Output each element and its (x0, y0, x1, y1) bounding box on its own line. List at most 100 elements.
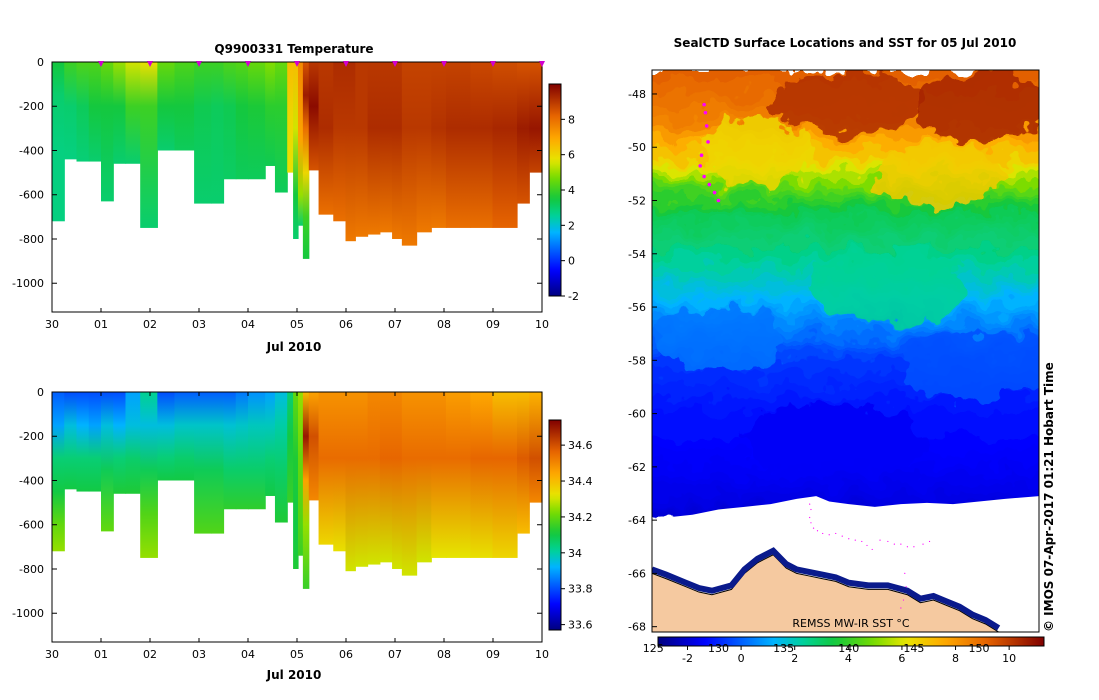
sst-band (652, 225, 1039, 236)
sst-band (652, 325, 1039, 336)
sst-source-annotation: REMSS MW-IR SST °C (792, 617, 910, 630)
salt-profile-column (318, 392, 334, 545)
sst-band (652, 171, 1039, 183)
seal-location-point (906, 546, 908, 548)
seal-location-point (703, 110, 708, 115)
salt-x-tick-label: 03 (192, 648, 206, 661)
temp-profile-column (333, 62, 347, 222)
temp-profile-column (445, 62, 472, 228)
map-lon-tick-label: 150 (969, 642, 990, 655)
salt-profile-column (367, 392, 381, 565)
map-lat-tick-label: -58 (628, 354, 646, 367)
salinity-colorbar-ticks: 33.6 33.8 34 34.2 34.4 34.6 (561, 439, 593, 632)
seal-location-point (854, 539, 856, 541)
seal-location-point (810, 508, 812, 511)
temp-y-tick-label: -800 (19, 233, 44, 246)
coastal-sst-fringe (652, 547, 1001, 631)
salt-profile-column (293, 392, 299, 569)
temp-y-tick-label: -600 (19, 189, 44, 202)
seal-location-point (810, 522, 812, 524)
temperature-xlabel: Jul 2010 (266, 340, 322, 354)
temp-y-tick-label: -400 (19, 144, 44, 157)
salt-x-tick-label: 06 (339, 648, 353, 661)
sst-band (652, 165, 1039, 176)
seal-location-point (893, 543, 895, 545)
sst-colorbar-tick-label: 10 (1002, 652, 1016, 665)
seal-location-point (879, 539, 881, 541)
seal-location-point (698, 164, 703, 168)
profile-marker (294, 61, 300, 67)
temp-profile-column (392, 62, 403, 239)
temp-colorbar-tick-label: 4 (568, 184, 575, 197)
temp-profile-column (517, 62, 530, 204)
seal-location-point (712, 190, 717, 195)
seal-location-point (922, 543, 924, 545)
salt-y-tick-label: -200 (19, 430, 44, 443)
salt-x-tick-label: 02 (143, 648, 157, 661)
salinity-panel: 30 01 02 03 04 05 06 07 08 09 10 0 -200 -400 -600 -800 -… (12, 386, 592, 682)
profile-marker (147, 61, 153, 67)
seal-location-point (704, 124, 709, 128)
temp-profile-column (470, 62, 494, 228)
sst-patch (653, 307, 784, 371)
temp-profile-column (308, 62, 320, 171)
map-lat-tick-label: -48 (628, 88, 646, 101)
temp-profile-column (345, 62, 356, 242)
map-lat-tick-label: -54 (628, 248, 646, 261)
profile-marker (98, 61, 104, 67)
sst-colorbar-tick-label: -2 (682, 652, 693, 665)
temp-colorbar-tick-label: 8 (568, 113, 575, 126)
map-frame (651, 69, 1040, 633)
temp-profile-column (293, 62, 299, 239)
seal-location-point (822, 532, 824, 535)
salt-profile-column (297, 392, 304, 556)
map-lat-tick-label: -60 (628, 408, 646, 421)
seal-location-point (905, 586, 907, 588)
sst-patch (705, 117, 810, 188)
temp-x-tick-label: 07 (388, 318, 402, 331)
temp-colorbar-tick-label: 6 (568, 149, 575, 162)
temp-profile-column (52, 62, 65, 222)
temp-profile-column (76, 62, 90, 162)
temp-profile-column (379, 62, 393, 233)
temp-x-tick-label: 10 (535, 318, 549, 331)
sst-band (652, 185, 1039, 196)
salt-colorbar-tick-label: 33.6 (568, 619, 593, 632)
seal-location-point (706, 140, 710, 144)
sst-band (652, 331, 1039, 343)
map-lon-tick-label: 125 (643, 642, 664, 655)
seal-location-point (900, 607, 902, 609)
salt-profile-column (113, 392, 127, 494)
sst-map-panel: SealCTD Surface Locations and SST for 05… (628, 36, 1056, 665)
salt-colorbar-tick-label: 34.6 (568, 439, 593, 452)
salt-y-tick-label: -1000 (12, 607, 44, 620)
seal-location-point (702, 174, 706, 179)
temp-profile-column (367, 62, 381, 235)
salt-y-tick-label: -400 (19, 474, 44, 487)
seal-location-point (716, 198, 721, 203)
sst-patch (809, 248, 967, 324)
salt-colorbar-tick-label: 34.4 (568, 475, 593, 488)
salt-profile-column (308, 392, 320, 501)
temp-x-tick-label: 30 (45, 318, 59, 331)
temp-profile-column (297, 62, 304, 226)
seal-location-point (848, 538, 850, 540)
temp-profile-column (88, 62, 102, 162)
map-lat-tick-label: -68 (628, 621, 646, 634)
temp-profile-column (265, 62, 276, 166)
salt-profile-column (302, 392, 310, 589)
seal-location-point (871, 548, 873, 551)
temperature-panel: Q9900331 Temperature 30 01 02 03 04 05 06 07 08 0… (12, 42, 579, 354)
seal-location-point (928, 540, 931, 543)
salt-profile-column (529, 392, 543, 503)
temp-profile-column (174, 62, 195, 151)
salt-profile-column (101, 392, 114, 532)
seal-location-point (809, 516, 811, 519)
salt-x-tick-label: 01 (94, 648, 108, 661)
salt-colorbar-tick-label: 33.8 (568, 583, 593, 596)
sst-colorbar-tick-label: 0 (738, 652, 745, 665)
sst-patch (900, 331, 1039, 401)
salt-profile-column (379, 392, 393, 563)
salinity-xlabel: Jul 2010 (266, 668, 322, 682)
map-lon-tick-label: 140 (838, 642, 859, 655)
